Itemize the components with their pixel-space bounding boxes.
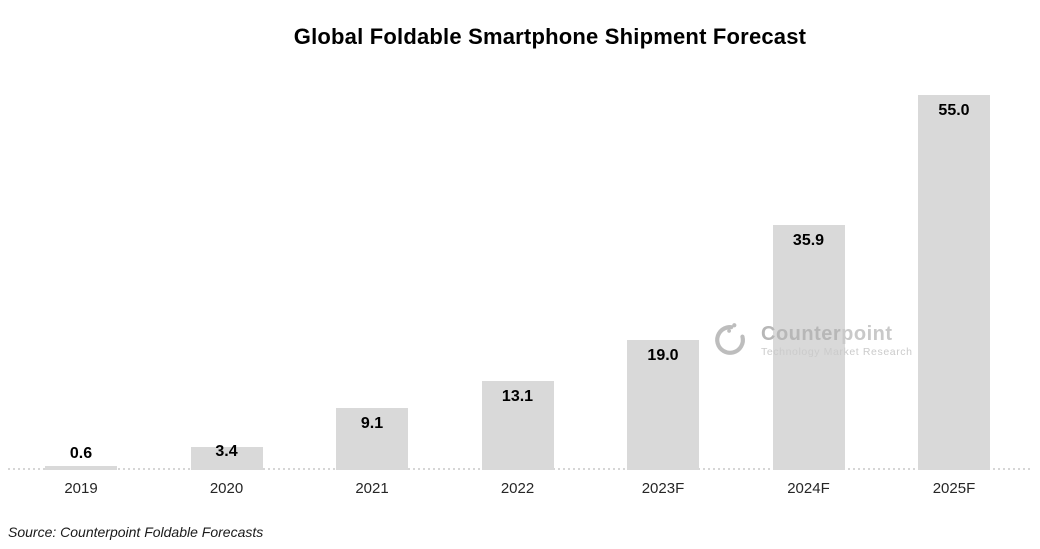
x-tick-label: 2023F <box>641 480 685 497</box>
x-tick-label: 2022 <box>500 480 535 497</box>
bar-2021 <box>336 407 408 470</box>
source-note: Source: Counterpoint Foldable Forecasts <box>8 524 264 540</box>
bar-2020 <box>190 446 263 470</box>
counterpoint-logo-icon <box>715 323 745 355</box>
plot-area: 0.6 3.4 9.1 13.1 19.0 35.9 55.0 Counterpoint T… <box>8 94 1031 470</box>
bar-value-label: 9.1 <box>360 414 384 432</box>
bar-value-label: 13.1 <box>501 387 534 405</box>
watermark-brand-light: point <box>841 323 893 345</box>
bar-2022 <box>481 380 554 470</box>
bar-value-label: 55.0 <box>938 101 970 119</box>
bar-2025F <box>918 94 990 470</box>
bar-value-label: 3.4 <box>215 442 238 460</box>
bar-value-label: 35.9 <box>792 232 825 250</box>
bar-2023F <box>627 340 699 470</box>
bar-value-label: 19.0 <box>647 347 679 365</box>
x-tick-label: 2019 <box>64 480 98 497</box>
x-tick-label: 2021 <box>355 480 389 497</box>
chart-title: Global Foldable Smartphone Shipment Fore… <box>293 24 807 49</box>
bar-2019 <box>45 465 117 470</box>
bar-value-label: 0.6 <box>69 444 93 462</box>
x-tick-label: 2024F <box>787 480 830 497</box>
x-tick-label: 2025F <box>932 480 976 497</box>
x-tick-label: 2020 <box>209 480 244 497</box>
bar-2024F <box>772 225 845 470</box>
